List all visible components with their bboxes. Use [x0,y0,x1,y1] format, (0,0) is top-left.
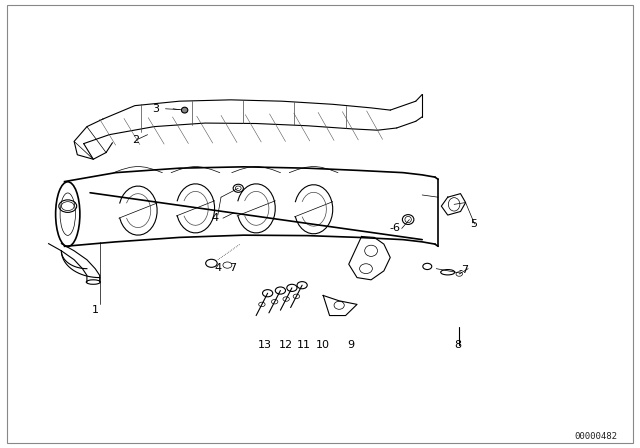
Text: -6: -6 [390,224,401,233]
Text: 9: 9 [347,340,354,350]
Text: 3: 3 [152,104,159,114]
Text: 00000482: 00000482 [574,431,617,441]
Text: 12: 12 [278,340,292,350]
Text: 11: 11 [296,340,310,350]
Text: 4: 4 [211,213,218,223]
Text: 7: 7 [229,263,236,273]
Ellipse shape [181,107,188,113]
Text: 5: 5 [470,219,477,229]
Text: 10: 10 [316,340,330,350]
Text: 1: 1 [92,305,99,315]
Text: 8: 8 [454,340,461,350]
Text: 4: 4 [214,263,221,273]
Text: 13: 13 [257,340,271,350]
Text: -7: -7 [459,265,470,275]
Text: 2: 2 [132,135,140,145]
